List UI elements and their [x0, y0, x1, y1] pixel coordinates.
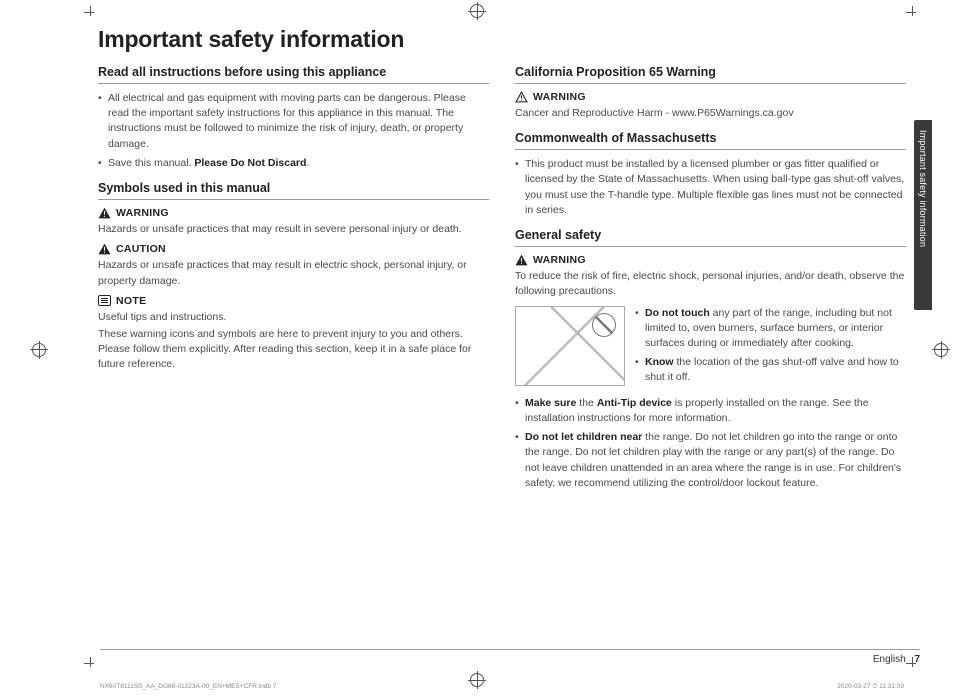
- warning-triangle-icon: [98, 207, 111, 219]
- note-callout: NOTE: [98, 295, 489, 307]
- caution-triangle-icon: [98, 243, 111, 255]
- caution-callout: CAUTION: [98, 243, 489, 255]
- print-metadata: NX60T8111SS_AA_DG68-01223A-00_EN+MES+CFR…: [100, 683, 904, 691]
- text-bold: Do not touch: [645, 307, 710, 319]
- text-bold: Anti-Tip device: [597, 397, 672, 409]
- heading-symbols: Symbols used in this manual: [98, 181, 489, 200]
- note-page-icon: [98, 295, 111, 306]
- warning-label: WARNING: [116, 207, 169, 219]
- warning-label: WARNING: [533, 254, 586, 266]
- illus-bullets: Do not touch any part of the range, incl…: [635, 306, 906, 390]
- crop-mark: [84, 657, 98, 671]
- list-item: Do not touch any part of the range, incl…: [635, 306, 906, 352]
- list-item: Do not let children near the range. Do n…: [515, 430, 906, 491]
- crop-mark: [84, 6, 98, 20]
- text-bold: Make sure: [525, 397, 576, 409]
- footer-language: English: [873, 654, 906, 665]
- left-column: Read all instructions before using this …: [98, 65, 489, 495]
- right-column: California Proposition 65 Warning WARNIN…: [515, 65, 906, 495]
- general-intro: To reduce the risk of fire, electric sho…: [515, 269, 906, 299]
- warning-triangle-icon: [515, 254, 528, 266]
- note-text-2: These warning icons and symbols are here…: [98, 327, 489, 373]
- list-item: Know the location of the gas shut-off va…: [635, 355, 906, 385]
- do-not-touch-illustration: [515, 306, 625, 386]
- prop65-text: Cancer and Reproductive Harm - www.P65Wa…: [515, 106, 906, 121]
- text: the: [576, 397, 596, 409]
- text: Save this manual.: [108, 157, 194, 169]
- crop-mark: [906, 6, 920, 20]
- list-item: Save this manual. Please Do Not Discard.: [98, 156, 489, 171]
- list-item: Make sure the Anti-Tip device is properl…: [515, 396, 906, 426]
- warning-callout: WARNING: [515, 254, 906, 266]
- note-label: NOTE: [116, 295, 146, 307]
- page-content: Important safety information Read all in…: [98, 26, 906, 656]
- text-bold: Please Do Not Discard: [194, 157, 306, 169]
- registration-mark-right: [934, 343, 948, 357]
- warning-text: Hazards or unsafe practices that may res…: [98, 222, 489, 237]
- general-bullets: Make sure the Anti-Tip device is properl…: [515, 396, 906, 491]
- text: the location of the gas shut-off valve a…: [645, 356, 899, 383]
- warning-label: WARNING: [533, 91, 586, 103]
- heading-massachusetts: Commonwealth of Massachusetts: [515, 131, 906, 150]
- page-title: Important safety information: [98, 26, 906, 53]
- warning-callout: WARNING: [515, 91, 906, 103]
- page-footer: English 7: [100, 649, 920, 665]
- caution-text: Hazards or unsafe practices that may res…: [98, 258, 489, 288]
- read-bullets: All electrical and gas equipment with mo…: [98, 91, 489, 171]
- mass-bullets: This product must be installed by a lice…: [515, 157, 906, 218]
- text-bold: Do not let children near: [525, 431, 642, 443]
- heading-prop65: California Proposition 65 Warning: [515, 65, 906, 84]
- text-bold: Know: [645, 356, 674, 368]
- side-tab: Important safety information: [914, 120, 932, 310]
- print-filename: NX60T8111SS_AA_DG68-01223A-00_EN+MES+CFR…: [100, 683, 276, 691]
- note-text: Useful tips and instructions.: [98, 310, 489, 325]
- two-column-layout: Read all instructions before using this …: [98, 65, 906, 495]
- heading-read-all: Read all instructions before using this …: [98, 65, 489, 84]
- print-timestamp: 2020-03-27 ⏱ 11:31:09: [837, 683, 904, 691]
- warning-callout: WARNING: [98, 207, 489, 219]
- registration-mark-left: [32, 343, 46, 357]
- list-item: All electrical and gas equipment with mo…: [98, 91, 489, 152]
- warning-outline-icon: [515, 91, 528, 103]
- registration-mark-top: [470, 4, 484, 18]
- list-item: This product must be installed by a lice…: [515, 157, 906, 218]
- footer-page-number: 7: [914, 654, 920, 665]
- caution-label: CAUTION: [116, 243, 166, 255]
- heading-general-safety: General safety: [515, 228, 906, 247]
- illustration-row: Do not touch any part of the range, incl…: [515, 306, 906, 390]
